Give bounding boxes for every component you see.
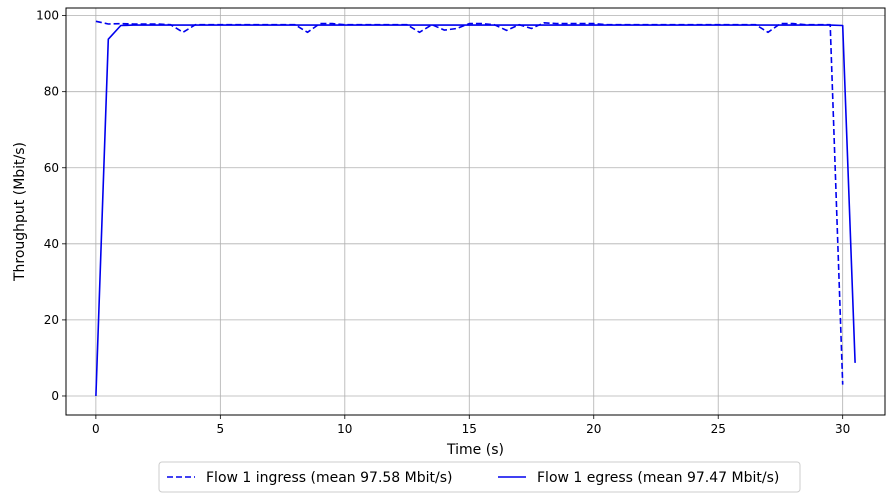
x-tick-label: 25 <box>711 422 726 436</box>
y-tick-label: 100 <box>36 9 59 23</box>
plot-frame <box>65 7 886 416</box>
legend-label-ingress: Flow 1 ingress (mean 97.58 Mbit/s) <box>206 470 452 486</box>
x-tick-label: 20 <box>586 422 601 436</box>
x-tick-label: 5 <box>217 422 225 436</box>
x-tick-label: 30 <box>835 422 850 436</box>
y-tick-label: 60 <box>44 161 59 175</box>
x-tick-label: 0 <box>92 422 100 436</box>
y-tick-label: 40 <box>44 237 59 251</box>
x-tick-label: 15 <box>462 422 477 436</box>
legend-box <box>158 461 801 493</box>
x-axis-label: Time (s) <box>446 442 504 458</box>
y-tick-label: 80 <box>44 85 59 99</box>
y-tick-label: 0 <box>51 389 59 403</box>
legend: Flow 1 ingress (mean 97.58 Mbit/s) Flow … <box>158 461 801 493</box>
grid <box>66 8 885 415</box>
y-tick-label: 20 <box>44 313 59 327</box>
ticks: 0 5 10 15 20 25 30 0 20 40 60 80 100 <box>36 9 850 436</box>
legend-label-egress: Flow 1 egress (mean 97.47 Mbit/s) <box>537 470 779 486</box>
series-layer <box>95 20 856 397</box>
series-line-egress <box>95 24 856 397</box>
y-axis-label: Throughput (Mbit/s) <box>12 142 28 282</box>
x-tick-label: 10 <box>337 422 352 436</box>
